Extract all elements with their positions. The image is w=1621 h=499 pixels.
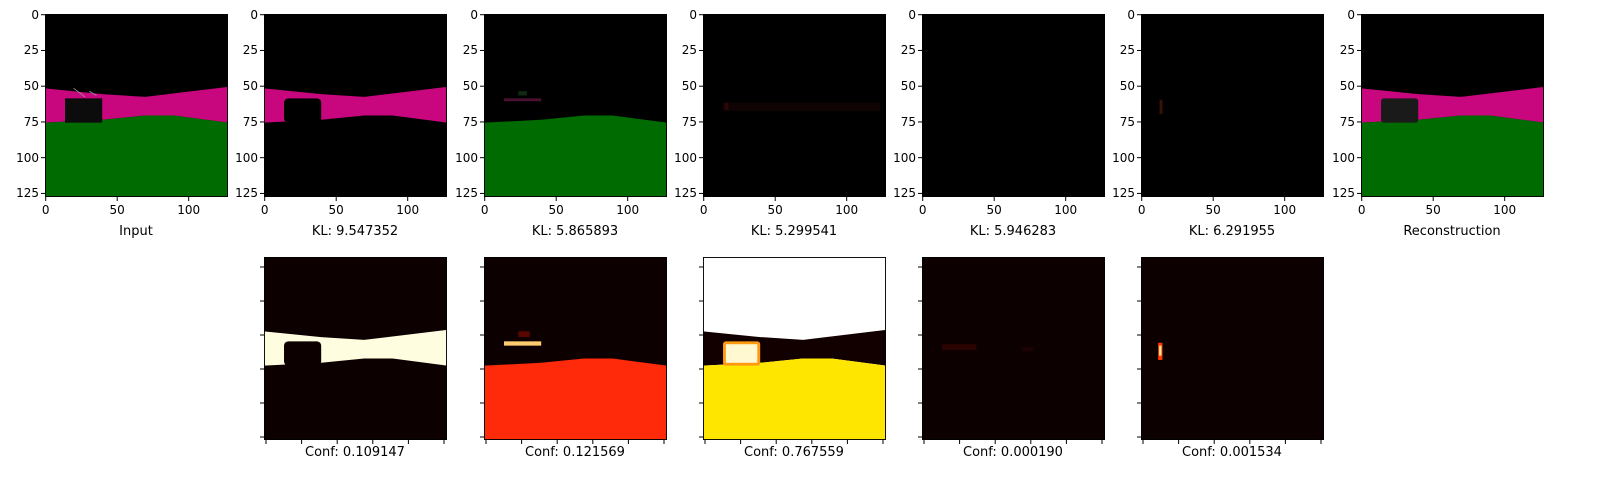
y-tick-label: 125 — [16, 186, 39, 201]
top-panel-reconstruction — [1361, 14, 1544, 197]
bottom-panel-conf-4 — [922, 257, 1105, 440]
caption-kl-1: KL: 9.547352 — [311, 224, 399, 239]
caption-conf-4: Conf: 0.000190 — [963, 445, 1063, 460]
caption-kl-3: KL: 5.299541 — [750, 224, 838, 239]
bottom-panel-conf-2 — [484, 257, 667, 440]
x-tick-label: 50 — [548, 203, 564, 217]
y-tick-label: 25 — [242, 43, 258, 58]
y-tick-label: 50 — [1339, 79, 1355, 94]
y-tick-label: 50 — [681, 79, 697, 94]
y-tick-label: 75 — [1119, 114, 1135, 129]
y-tick-label: 25 — [681, 43, 697, 58]
caption-conf-2: Conf: 0.121569 — [525, 445, 625, 460]
y-tick-label: 125 — [893, 186, 916, 201]
x-tick-label: 100 — [1273, 203, 1297, 217]
x-tick-label: 50 — [109, 203, 125, 217]
y-tick-label: 0 — [1347, 7, 1355, 22]
y-tick-label: 50 — [23, 79, 39, 94]
y-tick-label: 100 — [455, 150, 478, 165]
y-tick-label: 100 — [1332, 150, 1355, 165]
bottom-panel-conf-1 — [264, 257, 447, 440]
top-panel-input — [45, 14, 228, 197]
y-tick-label: 100 — [893, 150, 916, 165]
y-tick-label: 100 — [235, 150, 258, 165]
y-tick-label: 50 — [1119, 79, 1135, 94]
y-tick-label: 75 — [900, 114, 916, 129]
caption-kl-5: KL: 6.291955 — [1188, 224, 1276, 239]
x-tick-label: 50 — [986, 203, 1002, 217]
x-tick-label: 100 — [177, 203, 201, 217]
y-tick-label: 125 — [1332, 186, 1355, 201]
bottom-panel-conf-3 — [703, 257, 886, 440]
y-tick-label: 0 — [31, 7, 39, 22]
bottom-panel-conf-5 — [1141, 257, 1324, 440]
top-panel-kl-1 — [264, 14, 447, 197]
x-tick-label: 50 — [328, 203, 344, 217]
x-tick-label: 0 — [1357, 203, 1366, 217]
y-tick-label: 75 — [242, 114, 258, 129]
y-tick-label: 50 — [242, 79, 258, 94]
y-tick-label: 25 — [23, 43, 39, 58]
x-tick-label: 100 — [616, 203, 640, 217]
y-tick-label: 75 — [681, 114, 697, 129]
x-tick-label: 0 — [480, 203, 489, 217]
caption-input: Input — [119, 224, 153, 239]
top-panel-kl-5 — [1141, 14, 1324, 197]
x-tick-label: 100 — [396, 203, 420, 217]
caption-conf-1: Conf: 0.109147 — [305, 445, 405, 460]
y-tick-label: 125 — [455, 186, 478, 201]
y-tick-label: 125 — [235, 186, 258, 201]
top-panel-kl-3 — [703, 14, 886, 197]
x-tick-label: 0 — [41, 203, 50, 217]
x-tick-label: 50 — [1425, 203, 1441, 217]
x-tick-label: 0 — [699, 203, 708, 217]
x-tick-label: 50 — [767, 203, 783, 217]
caption-reconstruction: Reconstruction — [1403, 224, 1501, 239]
y-tick-label: 25 — [1339, 43, 1355, 58]
caption-kl-2: KL: 5.865893 — [531, 224, 619, 239]
y-tick-label: 75 — [462, 114, 478, 129]
x-tick-label: 0 — [1137, 203, 1146, 217]
y-tick-label: 0 — [250, 7, 258, 22]
y-tick-label: 25 — [1119, 43, 1135, 58]
y-tick-label: 125 — [1112, 186, 1135, 201]
caption-conf-3: Conf: 0.767559 — [744, 445, 844, 460]
x-tick-label: 0 — [918, 203, 927, 217]
y-tick-label: 0 — [1127, 7, 1135, 22]
y-tick-label: 25 — [900, 43, 916, 58]
y-tick-label: 0 — [470, 7, 478, 22]
y-tick-label: 25 — [462, 43, 478, 58]
x-tick-label: 100 — [835, 203, 859, 217]
caption-conf-5: Conf: 0.001534 — [1182, 445, 1282, 460]
y-tick-label: 100 — [16, 150, 39, 165]
x-tick-label: 50 — [1205, 203, 1221, 217]
top-panel-kl-2 — [484, 14, 667, 197]
x-tick-label: 0 — [260, 203, 269, 217]
y-tick-label: 0 — [689, 7, 697, 22]
y-tick-label: 75 — [23, 114, 39, 129]
y-tick-label: 0 — [908, 7, 916, 22]
y-tick-label: 50 — [900, 79, 916, 94]
y-tick-label: 100 — [674, 150, 697, 165]
x-tick-label: 100 — [1493, 203, 1517, 217]
top-panel-kl-4 — [922, 14, 1105, 197]
y-tick-label: 125 — [674, 186, 697, 201]
y-tick-label: 100 — [1112, 150, 1135, 165]
caption-kl-4: KL: 5.946283 — [969, 224, 1057, 239]
x-tick-label: 100 — [1054, 203, 1078, 217]
y-tick-label: 50 — [462, 79, 478, 94]
y-tick-label: 75 — [1339, 114, 1355, 129]
